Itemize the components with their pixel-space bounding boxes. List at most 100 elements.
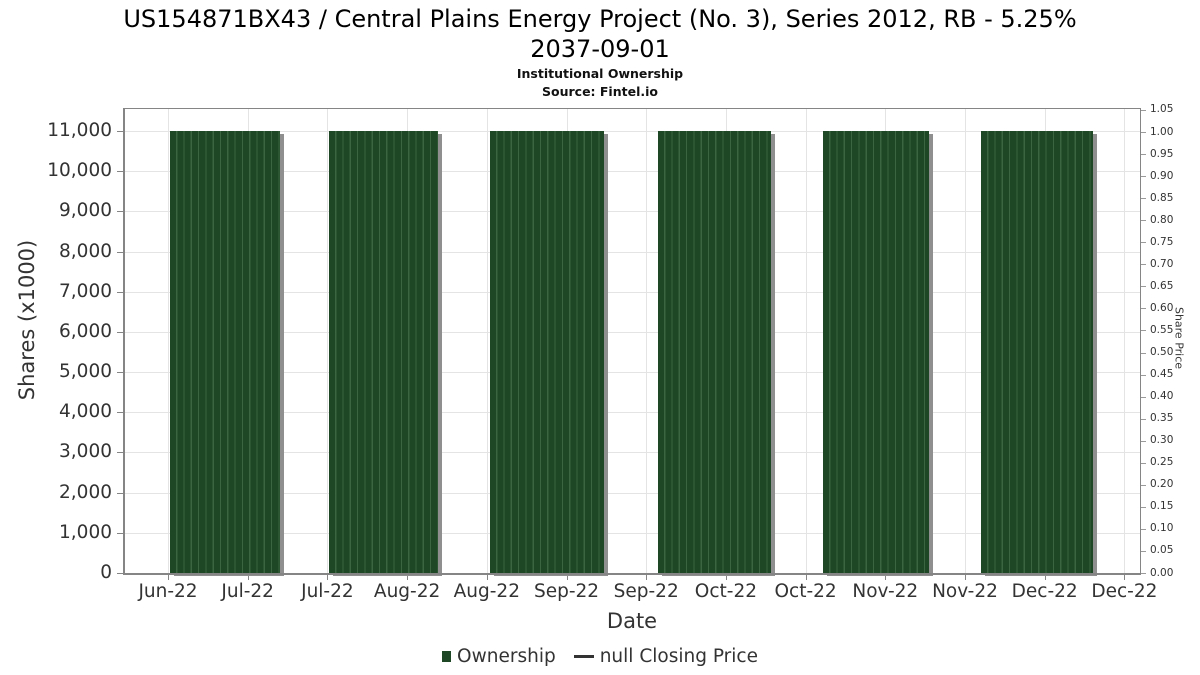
y-axis-tick [117, 492, 123, 494]
right-axis-tick-label: 0.00 [1150, 566, 1174, 579]
plot-border-left [123, 108, 125, 573]
right-axis-tick [1141, 573, 1146, 574]
h-gridline [125, 291, 1140, 293]
right-axis-tick-label: 0.90 [1150, 169, 1174, 182]
right-axis-tick [1141, 528, 1146, 530]
y-axis-tick [117, 291, 123, 293]
v-gridline [1124, 108, 1126, 573]
x-axis-tick [885, 575, 887, 580]
x-axis-tick [566, 575, 568, 580]
v-gridline [965, 108, 966, 573]
h-gridline [125, 211, 1140, 213]
right-axis-tick [1141, 462, 1146, 464]
y-axis-tick [117, 532, 123, 534]
x-axis-tick-label: Oct-22 [694, 581, 757, 602]
right-axis-tick-label: 0.60 [1150, 301, 1174, 314]
h-gridline [125, 331, 1140, 333]
y-axis-tick [117, 251, 123, 253]
v-gridline [646, 108, 648, 573]
x-axis-tick-label: Dec-22 [1011, 581, 1078, 602]
ownership-bar-group [658, 131, 771, 573]
right-axis-tick-label: 0.35 [1150, 412, 1174, 425]
h-gridline [125, 532, 1140, 534]
right-axis-tick [1141, 506, 1146, 508]
x-axis-tick-label: Sep-22 [613, 581, 679, 602]
plot-border-top [124, 108, 1141, 109]
y-axis-right-title: Share Price [1172, 306, 1186, 370]
right-axis-tick [1141, 109, 1146, 111]
right-axis-tick-label: 0.55 [1150, 323, 1174, 336]
ownership-bar-group [329, 131, 438, 573]
right-axis-tick-label: 0.95 [1150, 147, 1174, 160]
y-axis-tick-label: 5,000 [59, 361, 112, 383]
y-axis-tick [117, 372, 123, 374]
x-axis-title: Date [606, 609, 658, 633]
y-axis-tick-label: 1,000 [59, 521, 112, 543]
ownership-bar-group [823, 131, 929, 573]
ownership-bar-group [981, 131, 1093, 573]
right-axis-tick [1141, 198, 1146, 200]
right-axis-tick [1141, 154, 1146, 156]
ownership-swatch-icon [442, 651, 452, 662]
right-axis-tick [1141, 352, 1146, 354]
x-axis-tick-label: Nov-22 [932, 581, 998, 602]
right-axis-tick-label: 1.00 [1150, 125, 1174, 138]
right-axis-tick [1141, 440, 1146, 442]
right-axis-tick [1141, 308, 1146, 310]
legend-item-ownership[interactable]: Ownership [442, 646, 556, 667]
right-axis-tick-label: 0.25 [1150, 456, 1174, 469]
legend: Ownership null Closing Price [0, 646, 1200, 667]
right-axis-tick [1141, 132, 1146, 133]
right-axis-tick-label: 0.80 [1150, 213, 1174, 226]
legend-item-closing-price[interactable]: null Closing Price [573, 646, 758, 667]
x-axis-tick-label: Sep-22 [533, 581, 600, 602]
plot-border-bottom [123, 573, 1141, 575]
y-axis-tick-label: 9,000 [59, 200, 112, 222]
h-gridline [125, 131, 1140, 133]
right-axis-tick-label: 0.75 [1150, 235, 1174, 248]
right-axis-tick-label: 0.45 [1150, 368, 1174, 381]
right-axis-tick-label: 0.40 [1150, 390, 1174, 403]
h-gridline [125, 412, 1140, 414]
legend-label-closing-price: null Closing Price [599, 646, 758, 667]
y-axis-tick [117, 211, 123, 213]
v-gridline [168, 108, 169, 573]
ownership-bar-group [170, 131, 280, 573]
right-axis-tick [1141, 264, 1146, 266]
y-axis-tick-label: 6,000 [59, 320, 112, 342]
right-axis-tick-label: 0.15 [1150, 500, 1174, 513]
y-axis-tick [117, 131, 123, 133]
v-gridline [327, 108, 329, 573]
right-axis-tick-label: 0.85 [1150, 191, 1174, 204]
x-axis-tick-label: Nov-22 [852, 581, 919, 602]
right-axis-tick [1141, 418, 1146, 420]
right-axis-tick-label: 0.65 [1150, 279, 1174, 292]
right-axis-tick [1141, 220, 1146, 222]
h-gridline [125, 492, 1140, 494]
chart-subtitle: Institutional Ownership [516, 66, 684, 81]
chart-title-line1: US154871BX43 / Central Plains Energy Pro… [123, 5, 1077, 33]
x-axis-tick [805, 575, 807, 580]
h-gridline [125, 452, 1140, 454]
y-axis-tick-label: 7,000 [59, 280, 112, 302]
x-axis-tick [725, 575, 727, 580]
v-gridline [805, 108, 807, 573]
right-axis-tick [1141, 242, 1146, 244]
right-axis-tick-label: 0.50 [1150, 346, 1174, 358]
right-axis-tick-label: 0.10 [1150, 522, 1174, 535]
x-axis-tick [247, 575, 249, 580]
y-axis-tick [117, 573, 123, 574]
x-axis-tick [407, 575, 409, 580]
y-axis-tick [117, 331, 123, 333]
x-axis-tick [1044, 575, 1046, 580]
line-dash-icon [573, 655, 594, 658]
right-axis-tick [1141, 550, 1146, 552]
y-axis-tick [117, 452, 123, 454]
plot-border-right [1140, 108, 1141, 573]
x-axis-tick [646, 575, 648, 580]
x-axis-tick-label: Jun-22 [138, 581, 198, 602]
v-gridline [486, 108, 488, 573]
x-axis-tick-label: Jul-22 [221, 581, 274, 602]
right-axis-tick-label: 1.05 [1150, 103, 1174, 116]
